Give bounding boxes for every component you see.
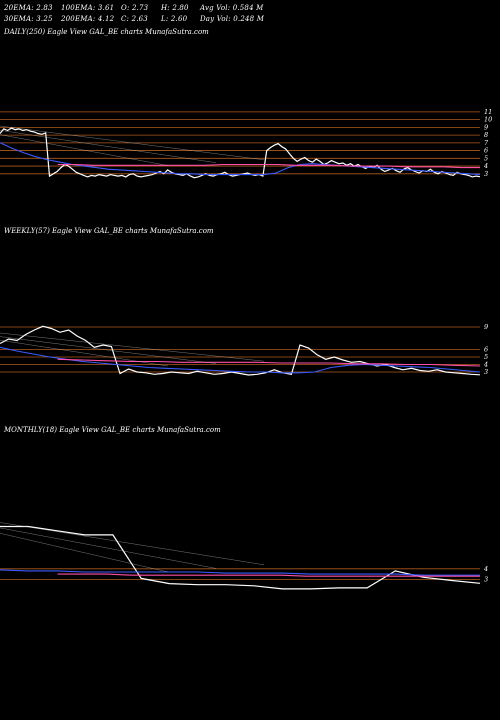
ema20-readout: 20EMA: 2.83 — [4, 4, 53, 12]
ema200-readout: 200EMA: 4.12 — [61, 15, 115, 23]
daily-panel-label: DAILY(250) Eagle View GAL_BE charts Muna… — [4, 28, 209, 36]
monthly-ma-fan-line — [0, 533, 169, 573]
monthly-y-tick: 4 — [483, 565, 488, 573]
daily-ema_fast-line — [0, 142, 481, 176]
low-readout: L: 2.60 — [161, 15, 188, 23]
monthly-ema_slow-line — [57, 573, 480, 577]
weekly-y-tick: 6 — [484, 346, 488, 354]
daily-ma-fan-line — [0, 125, 265, 161]
close-readout: C: 2.63 — [121, 15, 148, 23]
daily-y-tick: 6 — [484, 147, 488, 155]
monthly-panel-label: MONTHLY(18) Eagle View GAL_BE charts Mun… — [4, 426, 221, 434]
ema30-readout: 30EMA: 3.25 — [4, 15, 53, 23]
day-vol-readout: Day Vol: 0.248 M — [200, 15, 265, 23]
monthly-chart: 43 — [0, 522, 488, 590]
weekly-ma-fan-line — [0, 339, 169, 367]
daily-y-tick: 10 — [484, 116, 492, 124]
monthly-ema_fast-line — [0, 569, 480, 576]
monthly-ma-fan-line — [0, 522, 265, 566]
weekly-ma-fan-line — [0, 336, 217, 364]
daily-y-tick: 5 — [484, 154, 488, 162]
daily-ema_slow-line — [57, 163, 480, 169]
weekly-panel-label: WEEKLY(57) Eagle View GAL_BE charts Muna… — [4, 227, 214, 235]
monthly-ma-fan-line — [0, 527, 217, 569]
daily-y-tick: 4 — [483, 162, 488, 170]
daily-y-tick: 9 — [484, 123, 488, 131]
weekly-y-tick: 9 — [484, 323, 488, 331]
daily-y-tick: 3 — [484, 170, 488, 178]
daily-y-tick: 7 — [484, 139, 489, 147]
weekly-y-tick: 4 — [483, 361, 488, 369]
daily-ma-fan-line — [0, 130, 217, 163]
ema100-readout: 100EMA: 3.61 — [61, 4, 115, 12]
weekly-ema_fast-line — [0, 346, 481, 374]
weekly-price-line — [0, 325, 481, 376]
weekly-y-tick: 5 — [484, 353, 488, 361]
weekly-ma-fan-line — [0, 332, 265, 362]
daily-y-tick: 8 — [484, 131, 488, 139]
open-readout: O: 2.73 — [121, 4, 149, 12]
daily-y-tick: 11 — [484, 108, 492, 116]
high-readout: H: 2.80 — [161, 4, 189, 12]
monthly-y-tick: 3 — [484, 575, 488, 583]
weekly-y-tick: 3 — [484, 368, 488, 376]
weekly-ema_slow-line — [57, 358, 481, 367]
daily-ma-fan-line — [0, 134, 169, 166]
monthly-price-line — [0, 525, 481, 590]
avg-vol-readout: Avg Vol: 0.584 M — [200, 4, 264, 12]
